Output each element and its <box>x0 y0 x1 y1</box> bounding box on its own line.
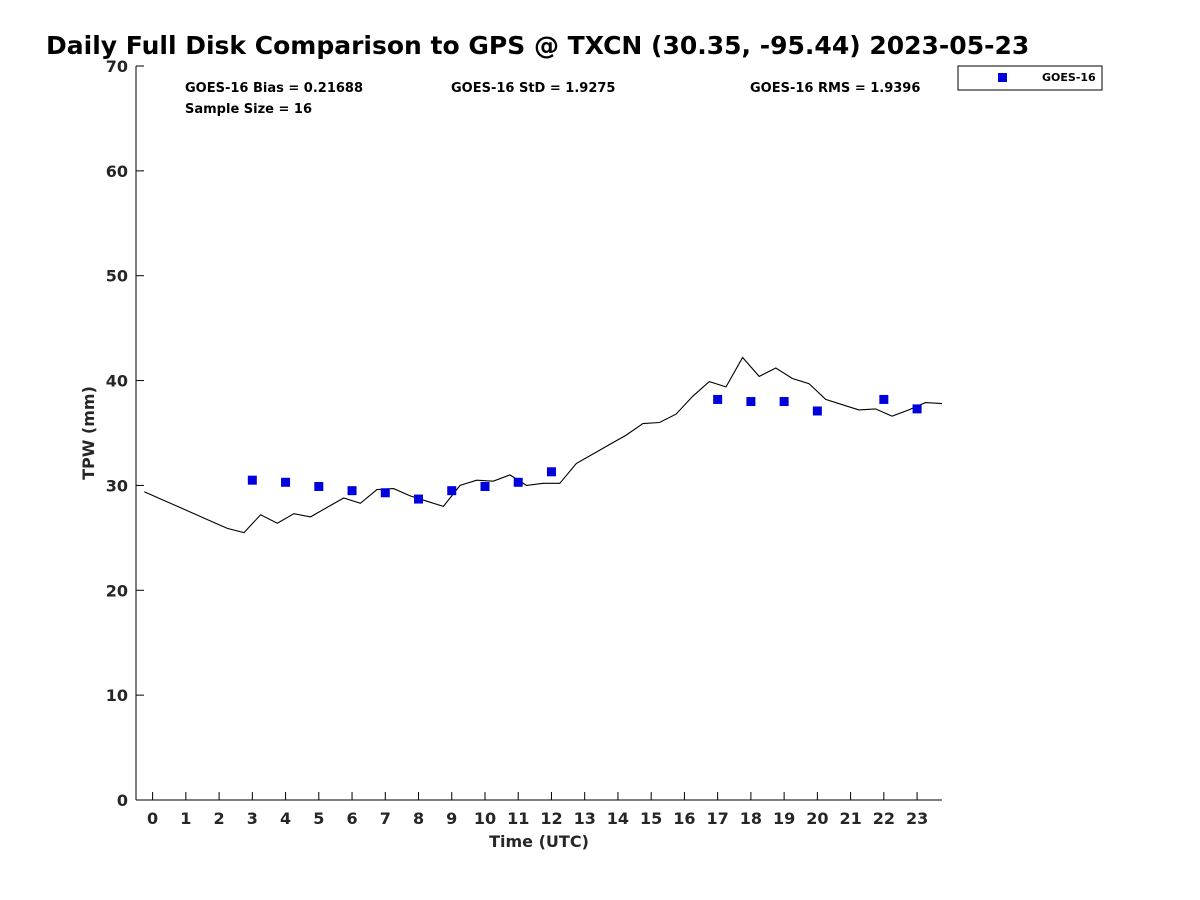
goes16-point <box>447 486 457 496</box>
std-stat: GOES-16 StD = 1.9275 <box>451 81 615 96</box>
x-axis-ticks: 0 1 2 3 4 5 6 7 8 9 10 11 12 13 14 15 16 17 18 19 20 21 22 23 <box>147 792 928 828</box>
y-tick-label: 30 <box>106 476 128 495</box>
goes16-point <box>247 475 257 485</box>
y-tick-label: 70 <box>106 57 128 76</box>
legend-label: GOES-16 <box>1042 71 1096 84</box>
x-tick-label: 15 <box>640 809 662 828</box>
goes16-point <box>480 481 490 491</box>
x-tick-label: 22 <box>873 809 895 828</box>
x-tick-label: 6 <box>346 809 357 828</box>
y-tick-label: 60 <box>106 162 128 181</box>
x-tick-label: 14 <box>607 809 629 828</box>
goes16-point <box>414 494 424 504</box>
goes16-point <box>779 397 789 407</box>
sample-size-stat: Sample Size = 16 <box>185 102 312 117</box>
x-tick-label: 0 <box>147 809 158 828</box>
x-tick-label: 9 <box>446 809 457 828</box>
goes16-point <box>546 467 556 477</box>
y-tick-label: 40 <box>106 372 128 391</box>
chart-title: Daily Full Disk Comparison to GPS @ TXCN… <box>46 31 1029 60</box>
x-tick-label: 5 <box>313 809 324 828</box>
legend-marker <box>998 73 1007 82</box>
bias-stat: GOES-16 Bias = 0.21688 <box>185 81 363 96</box>
goes16-point <box>314 481 324 491</box>
goes16-point <box>713 394 723 404</box>
x-tick-label: 19 <box>773 809 795 828</box>
rms-stat: GOES-16 RMS = 1.9396 <box>750 81 920 96</box>
x-tick-label: 8 <box>413 809 424 828</box>
goes16-point <box>746 397 756 407</box>
legend: GOES-16 <box>957 65 1103 91</box>
legend-box <box>957 65 1103 91</box>
goes16-point <box>912 404 922 414</box>
goes16-point <box>812 406 822 416</box>
x-tick-label: 16 <box>673 809 695 828</box>
series-layer <box>144 356 943 534</box>
x-tick-label: 7 <box>380 809 391 828</box>
goes16-point <box>281 477 291 487</box>
y-tick-label: 10 <box>106 686 128 705</box>
gps-tpw-line <box>144 356 943 534</box>
plot-area: 0 1 2 3 4 5 6 7 8 9 10 11 12 13 14 15 16 17 18 19 20 21 22 23 0… <box>106 57 943 828</box>
x-tick-label: 10 <box>474 809 496 828</box>
x-tick-label: 18 <box>740 809 762 828</box>
x-tick-label: 11 <box>507 809 529 828</box>
goes16-point <box>380 488 390 498</box>
x-tick-label: 17 <box>707 809 729 828</box>
x-tick-label: 13 <box>574 809 596 828</box>
y-axis-ticks: 0 10 20 30 40 50 60 70 <box>106 57 144 810</box>
y-tick-label: 0 <box>117 791 128 810</box>
x-tick-label: 12 <box>540 809 562 828</box>
y-axis-label: TPW (mm) <box>79 386 98 480</box>
y-tick-label: 50 <box>106 267 128 286</box>
goes16-point <box>879 394 889 404</box>
x-tick-label: 3 <box>247 809 258 828</box>
y-tick-label: 20 <box>106 581 128 600</box>
x-tick-label: 21 <box>839 809 861 828</box>
x-tick-label: 20 <box>806 809 828 828</box>
goes16-point <box>347 486 357 496</box>
x-tick-label: 4 <box>280 809 291 828</box>
goes16-point <box>513 477 523 487</box>
x-tick-label: 1 <box>180 809 191 828</box>
x-tick-label: 23 <box>906 809 928 828</box>
x-tick-label: 2 <box>214 809 225 828</box>
x-axis-label: Time (UTC) <box>489 832 589 851</box>
